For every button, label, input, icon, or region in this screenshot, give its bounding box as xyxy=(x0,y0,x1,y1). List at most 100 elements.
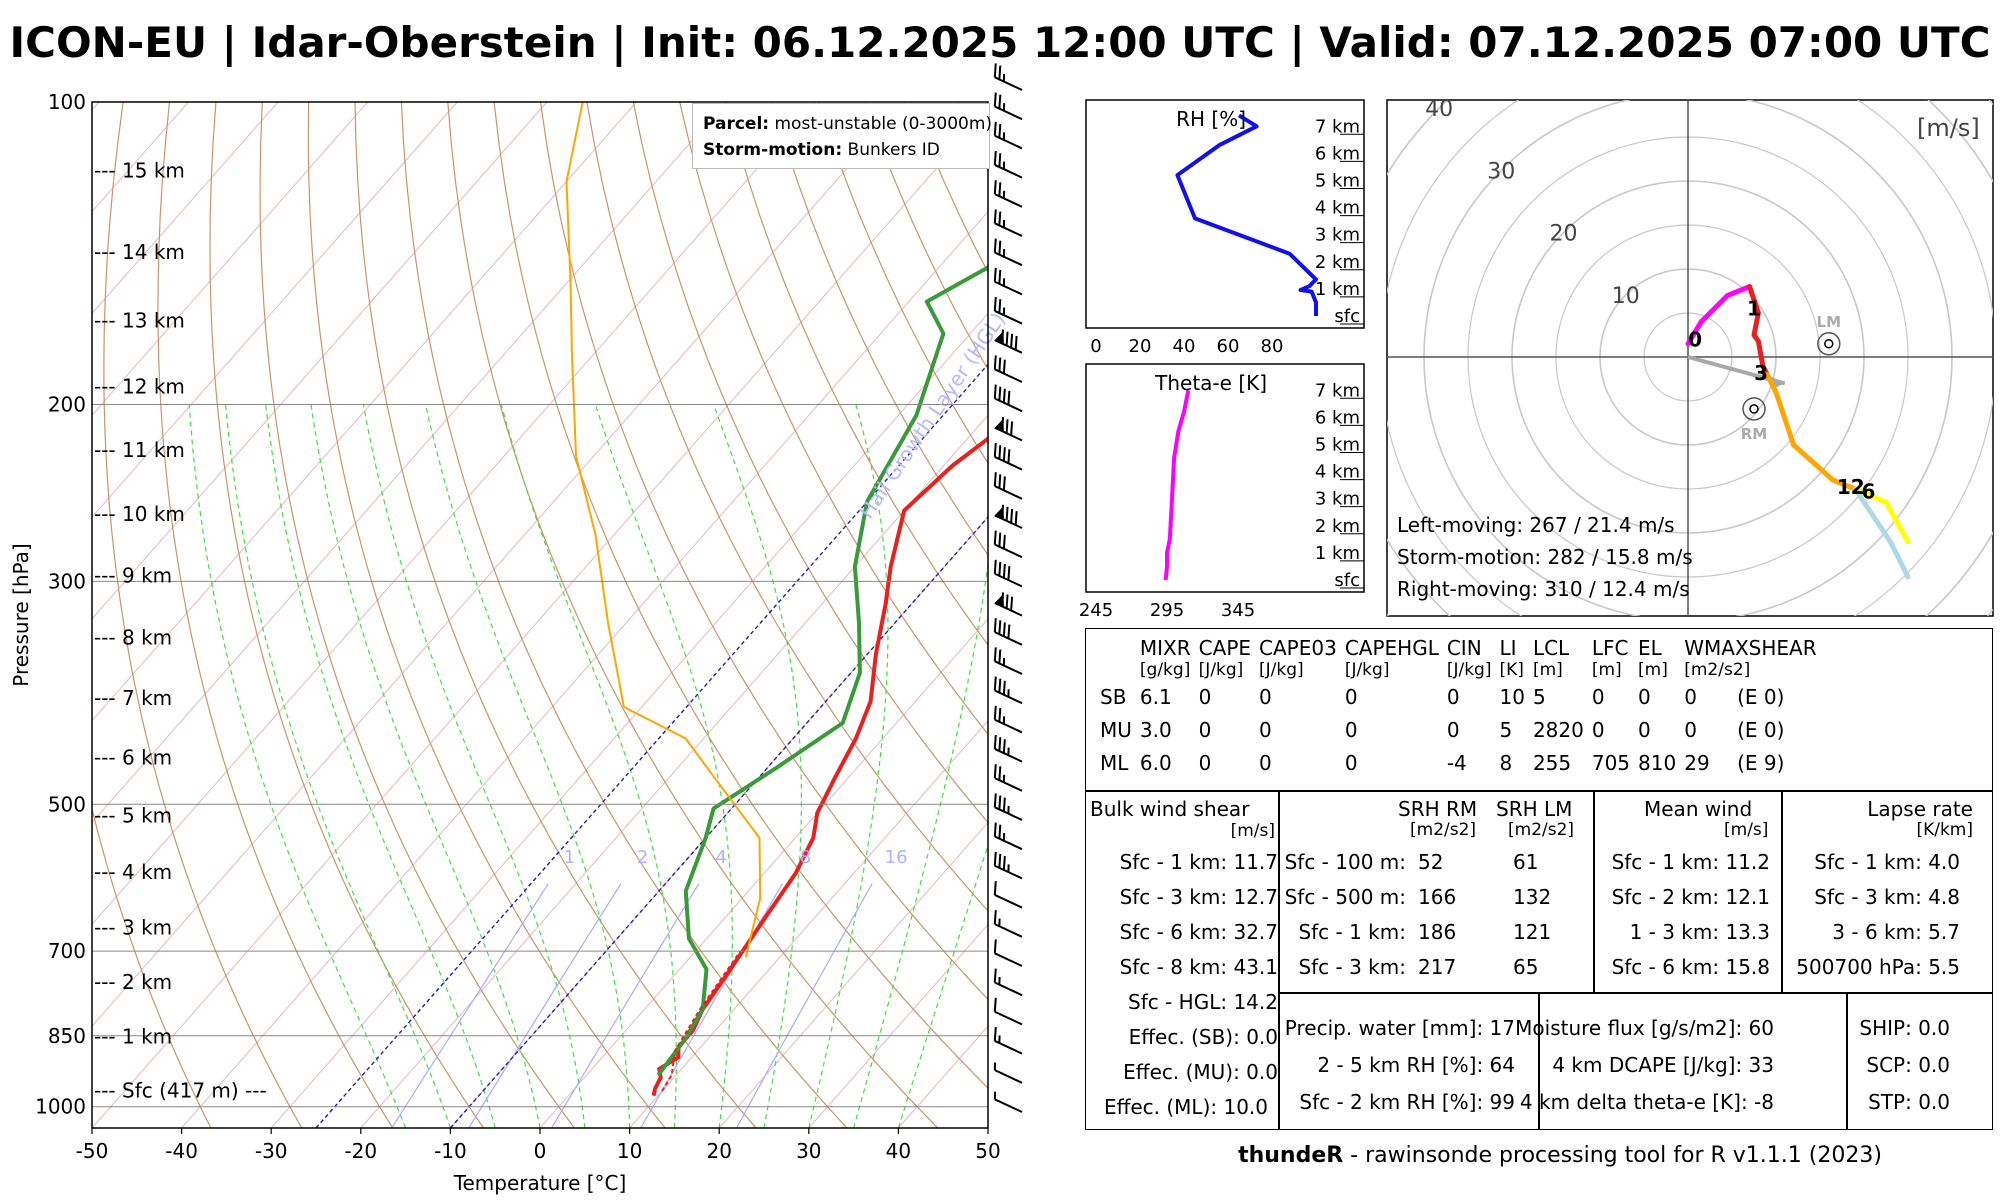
lapse-row: 500700 hPa: 5.5 xyxy=(1796,955,1960,979)
mixing-ratio-line xyxy=(551,883,700,1128)
wind-barb xyxy=(994,592,1023,617)
unit-cin: [J/kg] xyxy=(1446,660,1492,680)
dry-adiabat-line xyxy=(400,102,848,1128)
barb-half xyxy=(998,918,1001,927)
cell: 2820 xyxy=(1532,717,1584,742)
wind-barb xyxy=(993,384,1023,413)
barb-full xyxy=(993,63,997,78)
isotherm-line xyxy=(539,618,988,1128)
barb-staff xyxy=(994,923,1023,938)
wind-barb xyxy=(993,1062,1023,1084)
wind-barb xyxy=(993,1026,1023,1055)
barb-full xyxy=(1014,511,1018,526)
barb-full xyxy=(1002,534,1006,549)
srh-label: Sfc - 500 m: xyxy=(1284,885,1406,909)
srh-lm-unit: [m2/s2] xyxy=(1508,820,1575,840)
lapse-unit: [K/km] xyxy=(1916,820,1973,840)
cell: 0 xyxy=(1684,684,1697,709)
lm-label: LM xyxy=(1817,313,1842,331)
cell: 0 xyxy=(1344,750,1358,775)
wind-barb xyxy=(993,530,1023,559)
profile-frame xyxy=(1085,99,1365,329)
rm-marker-dot xyxy=(1749,404,1759,414)
height-label: --- 8 km xyxy=(94,625,172,649)
height-label: --- 10 km xyxy=(94,502,185,526)
barb-staff xyxy=(994,835,1023,851)
hodograph-segment xyxy=(1852,486,1911,580)
profile-height-label: 2 km xyxy=(1315,252,1360,273)
barb-full xyxy=(998,649,1002,664)
cell: 705 xyxy=(1591,750,1631,775)
hodo-height-mark: 6 xyxy=(1861,480,1875,504)
temperature-tick-label: -40 xyxy=(165,1139,198,1163)
barb-full xyxy=(1005,594,1009,609)
barb-full xyxy=(1002,797,1006,812)
dry-adiabat-line xyxy=(493,102,988,1089)
theta-e-panel: 7 km 6 km 5 km 4 km 3 km 2 km 1 km sfc Theta-e [… xyxy=(1079,363,1365,621)
parcels-header-row: MIXR CAPE CAPE03 CAPEHGL CIN LI LCL LFC … xyxy=(1096,636,1821,660)
hodo-ring-label: 40 xyxy=(1425,97,1453,122)
hdr-cape: CAPE xyxy=(1198,636,1252,660)
cell: 0 xyxy=(1344,684,1358,709)
temperature-tick-label: -10 xyxy=(434,1139,467,1163)
hgl-bound-line xyxy=(315,363,988,1128)
profile-height-label: 3 km xyxy=(1315,489,1360,510)
barb-full xyxy=(1010,333,1014,348)
barb-half xyxy=(1007,806,1010,814)
cell: 0 xyxy=(1259,717,1272,742)
dry-adiabat-line xyxy=(307,102,666,1128)
bulk-shear-block: Bulk wind shear [m/s] xyxy=(1090,797,1275,841)
barb-full xyxy=(1005,506,1009,521)
cell: 0 xyxy=(1198,750,1212,775)
cell: 0 xyxy=(1638,717,1651,742)
hodo-height-mark: 1 xyxy=(1747,297,1761,321)
barb-full xyxy=(993,997,997,1012)
moist-adiabat-line xyxy=(225,404,451,1128)
dry-adiabat-line xyxy=(354,102,757,1128)
bulk-shear-row: Sfc - 3 km: 12.7 xyxy=(1119,885,1278,909)
mixing-ratio-label: 2 xyxy=(637,847,648,868)
barb-full xyxy=(993,92,997,107)
cell: 0 xyxy=(1198,684,1212,709)
barb-staff xyxy=(994,981,1023,997)
wind-barb xyxy=(994,417,1023,442)
barb-half xyxy=(1002,132,1006,140)
dry-adiabat-line xyxy=(157,102,394,1128)
barb-full xyxy=(998,65,1002,80)
mixing-ratio-label: 1 xyxy=(564,847,575,868)
barb-full xyxy=(998,795,1002,810)
wind-barb xyxy=(993,150,1023,179)
profile-height-label: 6 km xyxy=(1315,407,1360,428)
barb-full xyxy=(998,561,1002,576)
hdr-cape03: CAPE03 xyxy=(1259,636,1337,660)
profile-height-label: sfc xyxy=(1334,306,1360,327)
rm-marker-ring xyxy=(1742,397,1766,421)
bulk-shear-row: Effec. (MU): 0.0 xyxy=(1123,1060,1278,1084)
barb-full xyxy=(993,734,997,749)
theta-tick-label: 295 xyxy=(1150,600,1184,621)
barb-full xyxy=(993,705,997,720)
profile-height-label: 6 km xyxy=(1315,143,1360,164)
isotherm-line xyxy=(92,102,458,518)
lm-marker-ring xyxy=(1817,332,1841,356)
wind-barb xyxy=(993,968,1023,997)
isotherm-line xyxy=(181,210,988,1128)
wind-barb xyxy=(993,1091,1023,1113)
barb-full xyxy=(993,530,997,545)
barb-staff xyxy=(994,1010,1023,1026)
barb-half xyxy=(998,1035,1001,1044)
theta-tick-label: 345 xyxy=(1221,600,1255,621)
parcels-row-ml: ML 6.0 0 0 0 -4 8 255 705 810 29 (E 9) xyxy=(1096,746,1821,779)
srh-label: Sfc - 1 km: xyxy=(1298,920,1406,944)
composite-row: STP: 0.0 xyxy=(1868,1090,1950,1114)
wind-barb xyxy=(993,851,1023,880)
unit-lfc: [m] xyxy=(1591,660,1622,680)
barb-full xyxy=(993,910,997,925)
hodo-left-moving: Left-moving: 267 / 21.4 m/s xyxy=(1397,513,1675,537)
barb-full xyxy=(1002,739,1006,754)
wind-barb xyxy=(994,329,1023,354)
cell: 5 xyxy=(1532,684,1546,709)
rh-tick-label: 0 xyxy=(1090,336,1101,357)
cell: 810 xyxy=(1638,750,1677,775)
